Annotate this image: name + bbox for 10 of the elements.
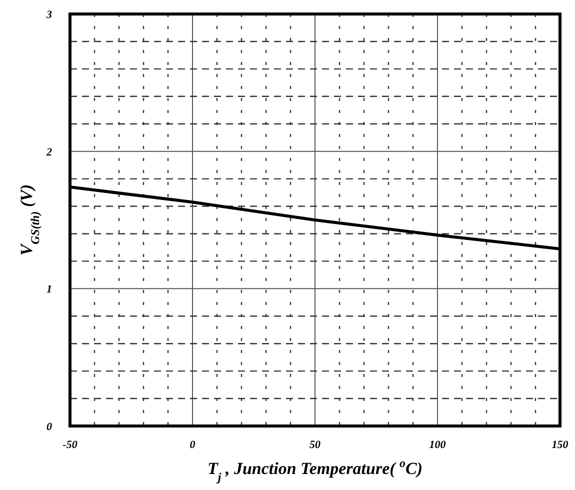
y-tick-label: 3	[46, 9, 52, 21]
x-tick-label: 150	[552, 439, 569, 451]
y-tick-label: 0	[46, 421, 52, 433]
x-tick-label: 0	[190, 439, 196, 451]
x-tick-label: 50	[310, 439, 321, 451]
x-tick-label: 100	[429, 439, 446, 451]
x-tick-label: -50	[62, 439, 78, 451]
y-tick-label: 2	[46, 146, 52, 158]
y-tick-label: 1	[46, 284, 52, 296]
x-axis-title: T$_{j}$ , Junction Temperature( $^{o}$C)	[207, 456, 423, 484]
